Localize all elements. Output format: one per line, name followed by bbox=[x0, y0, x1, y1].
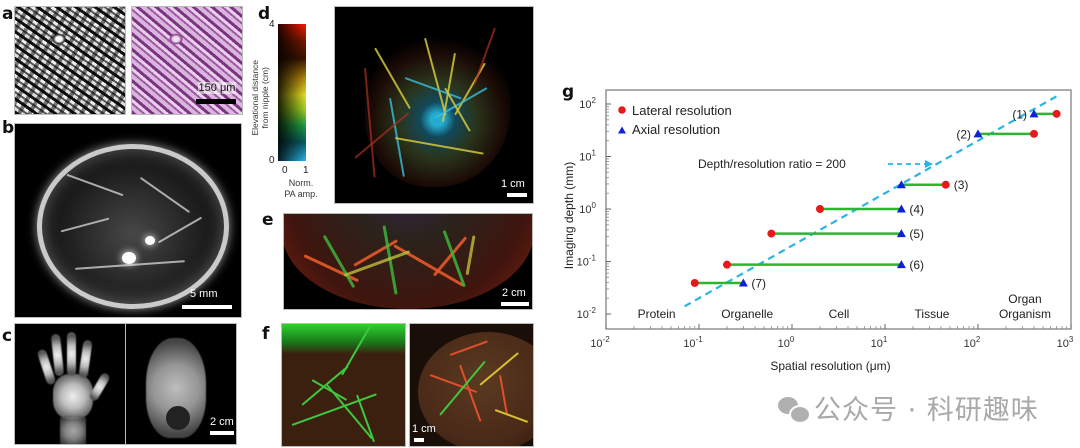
panel-c-scale-bar bbox=[210, 431, 234, 435]
panel-f-tissue-region bbox=[418, 332, 533, 446]
hand-finger bbox=[67, 332, 76, 376]
panel-e-scale-bar bbox=[501, 302, 529, 306]
series-label: (5) bbox=[909, 227, 924, 241]
lateral-resolution-point bbox=[722, 260, 731, 269]
panel-b-bright-spot bbox=[145, 236, 155, 245]
watermark: 公众号 · 科研趣味 bbox=[778, 388, 1039, 427]
panel-f-right-image: 1 cm bbox=[409, 323, 534, 447]
axial-resolution-point bbox=[1029, 109, 1039, 118]
panel-label-b: b bbox=[2, 118, 15, 138]
wechat-icon bbox=[778, 397, 811, 424]
legend-lateral-marker bbox=[618, 106, 626, 114]
scale-category-label: Tissue bbox=[915, 307, 950, 321]
panel-d-scale-bar bbox=[507, 193, 527, 197]
colorbar-2d bbox=[278, 24, 306, 161]
colorbar-x-title-line2: PA amp. bbox=[284, 188, 318, 199]
panel-b-bright-spot bbox=[122, 252, 136, 264]
panel-d-scale-text: 1 cm bbox=[501, 178, 525, 190]
scale-category-label: Organ bbox=[1008, 292, 1041, 306]
series-label: (4) bbox=[909, 203, 924, 217]
legend-axial-label: Axial resolution bbox=[632, 122, 720, 137]
series-label: (3) bbox=[954, 178, 969, 192]
panel-a-scale-bar bbox=[196, 99, 236, 104]
axial-resolution-point bbox=[896, 260, 906, 269]
panel-e-image: 2 cm bbox=[283, 213, 533, 310]
y-tick-label: 100 bbox=[579, 201, 596, 216]
reference-ratio-label: Depth/resolution ratio = 200 bbox=[698, 157, 846, 171]
series-label: (7) bbox=[751, 276, 766, 290]
colorbar-x-title-line1: Norm. bbox=[288, 178, 314, 188]
panel-a-grayscale-image bbox=[14, 6, 126, 115]
axial-resolution-point bbox=[896, 229, 906, 238]
lateral-resolution-point bbox=[941, 180, 950, 189]
panel-label-d: d bbox=[258, 4, 271, 24]
panel-e-scale-text: 2 cm bbox=[502, 287, 526, 299]
colorbar-y-min: 0 bbox=[269, 155, 275, 166]
lateral-resolution-point bbox=[1029, 129, 1038, 138]
lateral-resolution-point bbox=[1052, 109, 1061, 118]
watermark-text: 公众号 · 科研趣味 bbox=[814, 395, 1039, 426]
lateral-resolution-point bbox=[767, 229, 776, 238]
panel-b-scale-bar bbox=[182, 305, 232, 309]
colorbar-x-max: 1 bbox=[303, 165, 309, 176]
scale-category-label: Protein bbox=[638, 307, 676, 321]
foot-heel bbox=[166, 406, 190, 430]
panel-label-f: f bbox=[262, 324, 270, 344]
y-tick-label: 10-2 bbox=[577, 306, 597, 321]
reference-ratio-line bbox=[684, 95, 1058, 308]
reference-ratio-arrowhead bbox=[925, 160, 933, 168]
x-tick-label: 100 bbox=[778, 335, 795, 350]
panel-a-scale-text: 150 μm bbox=[198, 82, 236, 94]
x-axis-title: Spatial resolution (μm) bbox=[770, 359, 890, 373]
series-label: (1) bbox=[1012, 107, 1027, 121]
panel-c-hand-image bbox=[14, 323, 126, 445]
legend-axial-marker bbox=[618, 126, 626, 134]
panel-f-skin-surface bbox=[282, 324, 405, 354]
hand-palm bbox=[53, 374, 93, 419]
hand-wrist bbox=[60, 416, 86, 444]
series-label: (2) bbox=[956, 127, 971, 141]
panel-b-image: 5 mm bbox=[14, 123, 242, 318]
x-tick-label: 103 bbox=[1057, 335, 1074, 350]
lateral-resolution-point bbox=[690, 278, 699, 287]
colorbar-x-min: 0 bbox=[282, 165, 288, 176]
panel-label-e: e bbox=[262, 210, 274, 230]
panel-c-foot-image: 2 cm bbox=[125, 323, 237, 445]
x-tick-label: 101 bbox=[871, 335, 888, 350]
y-tick-label: 101 bbox=[579, 149, 596, 164]
panel-label-a: a bbox=[2, 4, 14, 24]
y-axis-title: Imaging depth (mm) bbox=[562, 162, 576, 269]
axial-resolution-point bbox=[896, 180, 906, 189]
panel-f-left-image bbox=[281, 323, 406, 447]
axial-resolution-point bbox=[738, 278, 748, 287]
panel-c-scale-text: 2 cm bbox=[210, 416, 234, 428]
legend-lateral-label: Lateral resolution bbox=[632, 103, 732, 118]
scale-category-label: Organism bbox=[999, 307, 1051, 321]
x-tick-label: 10-2 bbox=[590, 335, 610, 350]
scale-category-label: Organelle bbox=[721, 307, 773, 321]
scale-category-label: Cell bbox=[829, 307, 850, 321]
panel-label-g: g bbox=[562, 82, 575, 102]
panel-label-c: c bbox=[2, 326, 13, 346]
panel-f-scale-text: 1 cm bbox=[412, 423, 436, 435]
series-label: (6) bbox=[909, 258, 924, 272]
panel-a-histology-image: 150 μm bbox=[131, 6, 243, 115]
panel-d-image: 1 cm bbox=[334, 6, 534, 204]
axial-resolution-point bbox=[896, 204, 906, 213]
axial-resolution-point bbox=[973, 129, 983, 138]
colorbar-x-title: Norm. PA amp. bbox=[283, 178, 319, 200]
panel-b-vessel-ring bbox=[37, 144, 229, 309]
y-tick-label: 102 bbox=[579, 96, 596, 111]
x-tick-label: 10-1 bbox=[683, 335, 703, 350]
panel-d-vascular-web bbox=[365, 37, 510, 187]
lateral-resolution-point bbox=[815, 205, 824, 213]
colorbar-y-max: 4 bbox=[269, 19, 275, 30]
panel-f-scale-bar bbox=[414, 438, 424, 442]
y-tick-label: 10-1 bbox=[577, 254, 597, 269]
x-tick-label: 102 bbox=[964, 335, 981, 350]
panel-b-scale-text: 5 mm bbox=[190, 288, 218, 300]
